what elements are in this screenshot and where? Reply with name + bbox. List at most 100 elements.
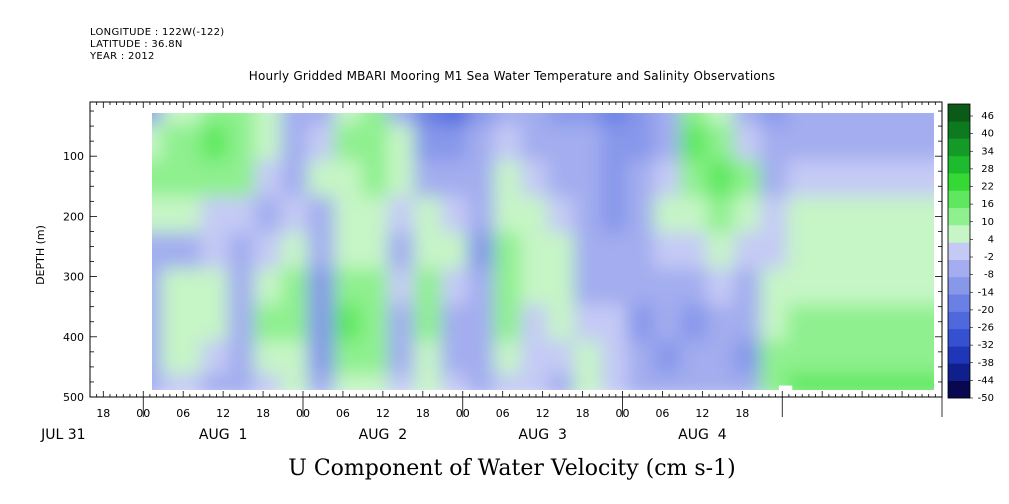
field-cell [387, 268, 419, 309]
field-cell [281, 124, 312, 165]
field-cell [440, 268, 472, 309]
colorbar-swatch [948, 242, 970, 260]
field-cell [201, 373, 232, 390]
field-cell [680, 196, 712, 237]
field-cell [733, 124, 765, 165]
x-tick-label: 06 [176, 407, 190, 420]
field-cell [680, 232, 712, 273]
field-cell [707, 196, 738, 237]
field-cell [627, 268, 658, 309]
field-cell [387, 340, 419, 378]
field-cell [786, 124, 934, 165]
colorbar-swatch [948, 311, 970, 330]
y-axis-label: DEPTH (m) [34, 225, 47, 285]
field-cell [334, 160, 365, 201]
field-cell [161, 196, 206, 237]
x-tick-label: 12 [536, 407, 550, 420]
field-cell [547, 160, 578, 201]
x-axis-label: U Component of Water Velocity (cm s-1) [288, 456, 735, 481]
field-cell [467, 124, 499, 165]
x-tick-label: 00 [456, 407, 470, 420]
field-cell [600, 304, 632, 345]
x-tick-label: 12 [216, 407, 230, 420]
field-cell [307, 124, 339, 165]
field-cell [227, 268, 259, 309]
date-label: AUG 3 [518, 427, 566, 443]
field-cell [573, 232, 605, 273]
field-cell [547, 232, 578, 273]
field-cell [520, 232, 552, 273]
field-cell [254, 160, 286, 201]
colorbar-label: -44 [978, 375, 994, 386]
field-cell [360, 232, 392, 273]
field-cell [494, 373, 525, 390]
field-cell [161, 304, 206, 345]
y-tick-label: 300 [63, 271, 84, 284]
field-cell [786, 268, 934, 309]
field-cell [680, 340, 712, 378]
field-cell [201, 268, 232, 309]
field-cell [653, 304, 685, 345]
field-cell [707, 373, 738, 390]
field-cell [494, 340, 525, 378]
x-tick-label: 00 [136, 407, 150, 420]
field-cell [467, 340, 499, 378]
field-cell [227, 160, 259, 201]
colorbar-label: 4 [988, 234, 994, 245]
field-cell [201, 160, 232, 201]
field-cell [467, 268, 499, 309]
field-cell [760, 340, 791, 378]
colorbar-swatch [948, 190, 970, 209]
colorbar: 46 40 34 28 22 16 10 4 -2 -8 -14 -20 -26 -32 -38 -44 -50 [947, 103, 994, 404]
x-tick-label: 06 [336, 407, 350, 420]
field-cell [547, 340, 578, 378]
colorbar-swatch [948, 259, 970, 278]
field-cell [414, 232, 445, 273]
field-cell [494, 232, 525, 273]
field-cell [653, 196, 685, 237]
field-cell [440, 160, 472, 201]
field-cell [520, 124, 552, 165]
longitude-label: LONGITUDE : 122W(-122) [90, 27, 225, 38]
field-cell [281, 304, 312, 345]
field-cell [152, 304, 166, 345]
field-cell [440, 232, 472, 273]
field-cell [152, 196, 166, 237]
field-cell [786, 160, 934, 201]
field-cell [520, 160, 552, 201]
field-cell [653, 268, 685, 309]
field-cell [733, 268, 765, 309]
chart-title: Hourly Gridded MBARI Mooring M1 Sea Wate… [249, 69, 775, 83]
field-cell [414, 304, 445, 345]
field-cell [281, 232, 312, 273]
field-cell [680, 124, 712, 165]
field-cell [520, 304, 552, 345]
field-cell [281, 373, 312, 390]
field-cell [760, 196, 791, 237]
field-cell [707, 340, 738, 378]
missing-data-patch [778, 385, 793, 390]
field-cell [494, 304, 525, 345]
field-cell [254, 340, 286, 378]
field-cell [201, 304, 232, 345]
field-cell [334, 124, 365, 165]
field-cell [161, 268, 206, 309]
field-cell [467, 304, 499, 345]
colorbar-swatch [948, 207, 970, 226]
field-cell [600, 232, 632, 273]
field-cell [467, 160, 499, 201]
field-cell [786, 340, 934, 378]
field-cell [334, 268, 365, 309]
field-cell [201, 196, 232, 237]
field-cell [387, 160, 419, 201]
field-cell [600, 196, 632, 237]
x-tick-label: 18 [416, 407, 430, 420]
field-cell [627, 373, 658, 390]
field-cell [786, 373, 934, 390]
field-cell [547, 304, 578, 345]
field-cell [520, 340, 552, 378]
field-cell [547, 373, 578, 390]
colorbar-label: 34 [981, 146, 994, 157]
field-cell [760, 304, 791, 345]
